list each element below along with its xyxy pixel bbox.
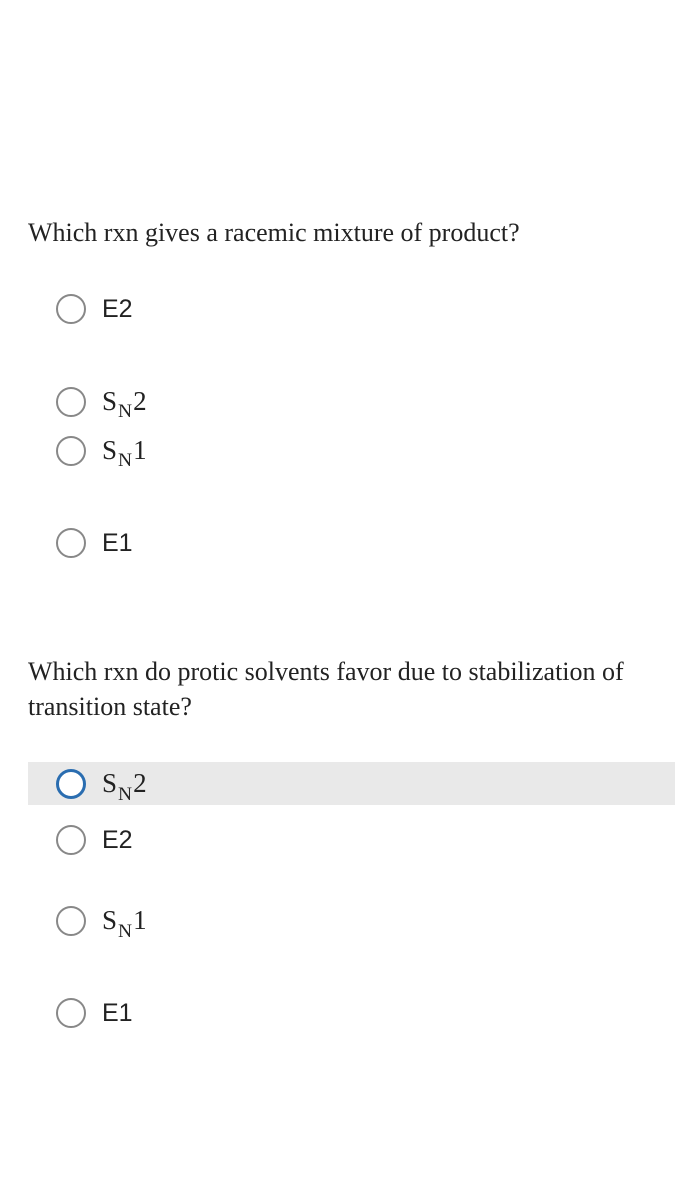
question-block-1: Which rxn gives a racemic mixture of pro…: [28, 215, 647, 564]
radio-icon[interactable]: [56, 436, 86, 466]
option-prefix: S: [102, 386, 117, 417]
option-row[interactable]: SN1: [28, 429, 647, 472]
options-list: SN2 E2 SN1 E1: [28, 762, 647, 1034]
option-subscript: N: [118, 784, 132, 806]
option-row[interactable]: E2: [28, 819, 647, 861]
option-suffix: 1: [133, 905, 147, 936]
quiz-page: Which rxn gives a racemic mixture of pro…: [0, 0, 675, 1034]
option-row[interactable]: SN2: [28, 762, 675, 805]
option-label: SN2: [102, 768, 147, 799]
question-prompt: Which rxn gives a racemic mixture of pro…: [28, 215, 647, 250]
radio-icon[interactable]: [56, 294, 86, 324]
option-prefix: S: [102, 905, 117, 936]
radio-icon[interactable]: [56, 906, 86, 936]
option-label: E1: [102, 999, 133, 1028]
option-prefix: S: [102, 768, 117, 799]
option-row[interactable]: E1: [28, 522, 647, 564]
option-row[interactable]: SN1: [28, 899, 647, 942]
option-label: E1: [102, 529, 133, 558]
question-block-2: Which rxn do protic solvents favor due t…: [28, 654, 647, 1034]
option-label: SN2: [102, 386, 147, 417]
radio-icon[interactable]: [56, 528, 86, 558]
options-list: E2 SN2 SN1 E1: [28, 288, 647, 564]
option-label: SN1: [102, 435, 147, 466]
option-row[interactable]: E1: [28, 992, 647, 1034]
option-label: E2: [102, 295, 133, 324]
option-label: E2: [102, 826, 133, 855]
radio-icon[interactable]: [56, 998, 86, 1028]
option-row[interactable]: SN2: [28, 380, 647, 423]
option-suffix: 2: [133, 768, 147, 799]
option-suffix: 2: [133, 386, 147, 417]
option-label: SN1: [102, 905, 147, 936]
radio-icon[interactable]: [56, 825, 86, 855]
radio-icon[interactable]: [56, 769, 86, 799]
option-row[interactable]: E2: [28, 288, 647, 330]
option-suffix: 1: [133, 435, 147, 466]
option-subscript: N: [118, 450, 132, 472]
option-subscript: N: [118, 921, 132, 943]
radio-icon[interactable]: [56, 387, 86, 417]
option-subscript: N: [118, 401, 132, 423]
question-prompt: Which rxn do protic solvents favor due t…: [28, 654, 647, 724]
option-prefix: S: [102, 435, 117, 466]
